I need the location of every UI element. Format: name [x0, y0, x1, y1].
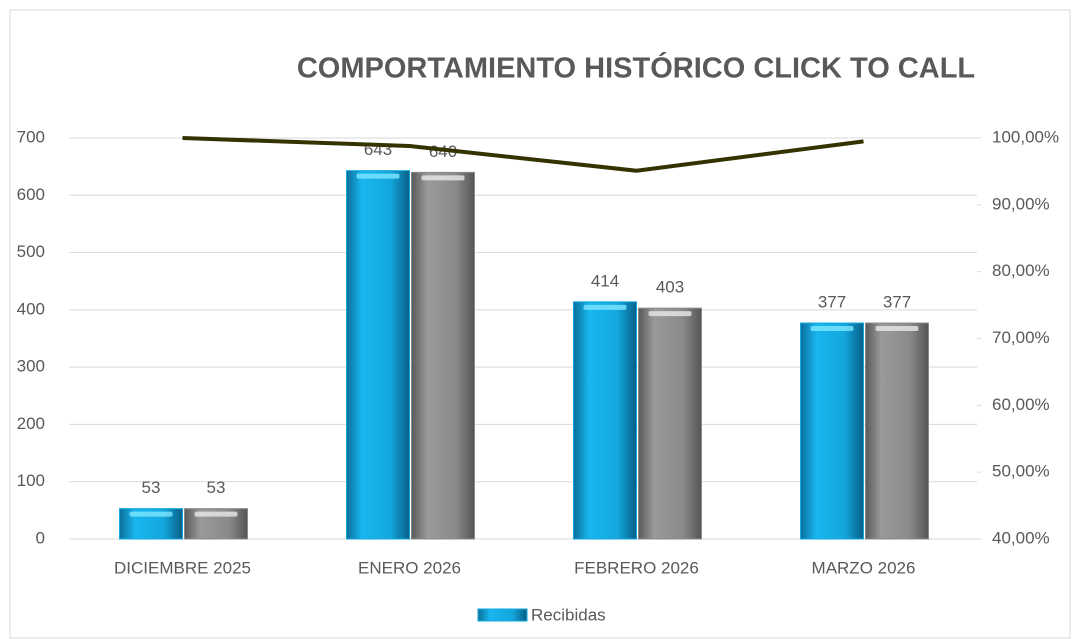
legend-label: Recibidas [531, 605, 606, 624]
y-tick-label: 700 [17, 127, 45, 146]
x-tick-label: MARZO 2026 [812, 558, 916, 577]
bar-highlight [421, 175, 465, 181]
bar-highlight [583, 304, 627, 310]
bar-highlight [875, 326, 919, 332]
y-tick-label: 200 [17, 414, 45, 433]
y-tick-label: 600 [17, 185, 45, 204]
y-tick-label: 0 [36, 528, 45, 547]
bar [638, 307, 702, 540]
legend-swatch [477, 608, 528, 622]
chart-title: COMPORTAMIENTO HISTÓRICO CLICK TO CALL [297, 51, 975, 85]
data-label: 53 [207, 478, 226, 497]
y-tick-label: 400 [17, 299, 45, 318]
data-label: 414 [591, 271, 619, 290]
bar-highlight [194, 511, 238, 517]
bar-highlight [648, 311, 692, 317]
bar-highlight [810, 326, 854, 332]
y-tick-label: 100 [17, 471, 45, 490]
y2-tick-label: 50,00% [992, 462, 1050, 481]
y2-tick-label: 70,00% [992, 328, 1050, 347]
bar [411, 171, 475, 540]
bar [573, 301, 637, 540]
bar-highlight [129, 511, 173, 517]
y2-tick-label: 90,00% [992, 194, 1050, 213]
line [182, 136, 864, 173]
y-tick-label: 500 [17, 242, 45, 261]
bar [800, 322, 864, 540]
data-label: 53 [142, 478, 161, 497]
x-tick-label: FEBRERO 2026 [574, 558, 699, 577]
y2-tick-label: 80,00% [992, 261, 1050, 280]
y2-tick-label: 60,00% [992, 395, 1050, 414]
y-tick-label: 300 [17, 357, 45, 376]
y2-tick-label: 40,00% [992, 528, 1050, 547]
bar-highlight [356, 173, 400, 179]
bar [346, 170, 410, 540]
data-label: 377 [883, 293, 911, 312]
x-tick-label: DICIEMBRE 2025 [114, 558, 251, 577]
x-tick-label: ENERO 2026 [358, 558, 461, 577]
data-label: 377 [818, 293, 846, 312]
y2-tick-label: 100,00% [992, 127, 1059, 146]
data-label: 403 [656, 278, 684, 297]
bar [865, 322, 929, 540]
